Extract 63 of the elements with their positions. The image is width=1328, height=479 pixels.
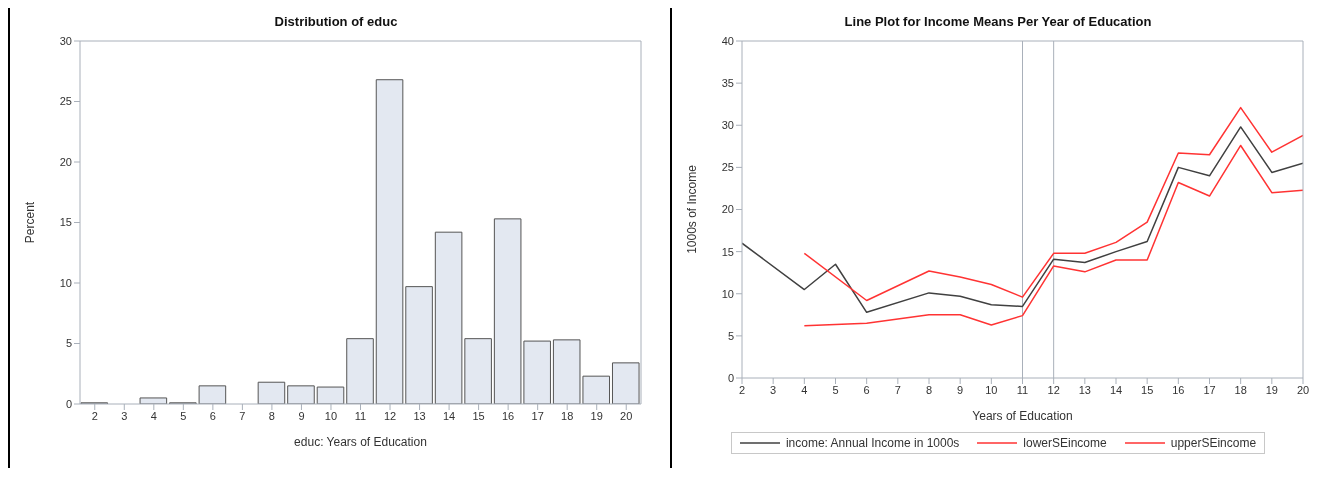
x-tick-label: 14 bbox=[1109, 383, 1123, 396]
x-tick-label: 19 bbox=[1265, 383, 1278, 396]
x-tick-label: 19 bbox=[590, 409, 603, 422]
x-tick-label: 6 bbox=[209, 409, 216, 422]
x-tick-label: 9 bbox=[957, 383, 964, 396]
x-tick-label: 14 bbox=[442, 409, 456, 422]
chart-title: Line Plot for Income Means Per Year of Education bbox=[843, 13, 1153, 31]
y-tick-label: 15 bbox=[59, 216, 72, 229]
x-tick-label: 10 bbox=[324, 409, 338, 422]
x-tick-label: 3 bbox=[121, 409, 128, 422]
x-tick-label: 2 bbox=[738, 383, 746, 396]
x-tick-label: 3 bbox=[770, 383, 777, 396]
x-tick-label: 16 bbox=[502, 409, 515, 422]
y-tick-label: 0 bbox=[65, 397, 72, 410]
legend-label: lowerSEincome bbox=[1022, 436, 1107, 450]
y-tick-label: 5 bbox=[727, 329, 734, 342]
y-tick-label: 0 bbox=[727, 371, 734, 384]
x-tick-label: 4 bbox=[801, 383, 808, 396]
x-tick-label: 6 bbox=[863, 383, 870, 396]
x-tick-label: 17 bbox=[1203, 383, 1216, 396]
legend-label: upperSEincome bbox=[1169, 436, 1257, 450]
legend-label: income: Annual Income in 1000s bbox=[784, 436, 960, 450]
x-tick-label: 9 bbox=[298, 409, 305, 422]
y-tick-label: 10 bbox=[59, 276, 72, 289]
y-axis-title: 1000s of Income bbox=[685, 164, 700, 254]
y-tick-label: 20 bbox=[59, 155, 72, 168]
y-tick-label: 10 bbox=[721, 287, 734, 300]
x-tick-label: 13 bbox=[1078, 383, 1091, 396]
y-axis-title: Percent bbox=[23, 201, 38, 244]
x-tick-label: 11 bbox=[354, 409, 367, 422]
x-tick-label: 4 bbox=[150, 409, 157, 422]
x-tick-label: 7 bbox=[239, 409, 246, 422]
x-tick-label: 12 bbox=[1047, 383, 1060, 396]
x-tick-label: 13 bbox=[413, 409, 426, 422]
y-tick-label: 25 bbox=[59, 95, 72, 108]
y-tick-label: 40 bbox=[721, 34, 734, 47]
x-tick-label: 5 bbox=[180, 409, 187, 422]
x-tick-label: 8 bbox=[268, 409, 275, 422]
x-tick-label: 10 bbox=[985, 383, 998, 396]
x-tick-label: 15 bbox=[472, 409, 485, 422]
x-tick-label: 18 bbox=[1234, 383, 1247, 396]
y-tick-label: 35 bbox=[721, 77, 734, 90]
y-tick-label: 15 bbox=[721, 245, 734, 258]
x-tick-label: 16 bbox=[1172, 383, 1185, 396]
y-tick-label: 30 bbox=[59, 34, 72, 47]
x-tick-label: 11 bbox=[1016, 383, 1029, 396]
x-tick-label: 5 bbox=[832, 383, 839, 396]
y-tick-label: 20 bbox=[721, 203, 734, 216]
chart-title: Distribution of educ bbox=[273, 13, 399, 31]
x-tick-label: 7 bbox=[894, 383, 901, 396]
y-tick-label: 30 bbox=[721, 119, 734, 132]
x-tick-label: 12 bbox=[383, 409, 397, 422]
x-tick-label: 15 bbox=[1141, 383, 1154, 396]
x-tick-label: 8 bbox=[925, 383, 933, 396]
x-tick-label: 2 bbox=[91, 409, 98, 422]
x-tick-label: 17 bbox=[531, 409, 544, 422]
x-axis-title: educ: Years of Education bbox=[294, 435, 427, 449]
x-tick-label: 20 bbox=[620, 409, 633, 422]
x-axis-title: Years of Education bbox=[972, 409, 1073, 423]
x-tick-label: 20 bbox=[1296, 383, 1310, 396]
y-tick-label: 25 bbox=[721, 161, 734, 174]
y-tick-label: 5 bbox=[65, 337, 72, 350]
x-tick-label: 18 bbox=[561, 409, 574, 422]
